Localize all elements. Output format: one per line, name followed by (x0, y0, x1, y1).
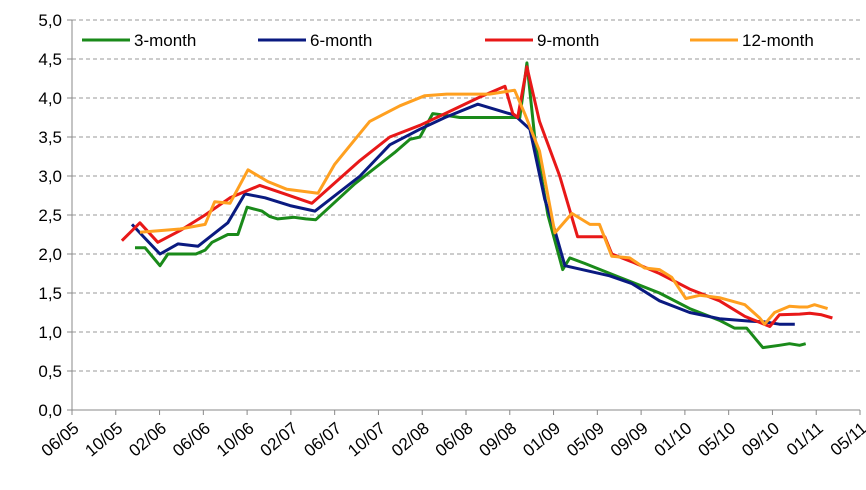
legend-label: 6-month (310, 31, 372, 50)
legend-label: 3-month (134, 31, 196, 50)
y-tick-label: 5,0 (38, 11, 62, 30)
y-tick-label: 3,0 (38, 167, 62, 186)
y-tick-label: 1,5 (38, 284, 62, 303)
series-line (130, 102, 795, 326)
series-line (139, 88, 829, 326)
x-tick-label: 06/05 (38, 419, 83, 461)
legend-label: 9-month (537, 31, 599, 50)
series-line (135, 61, 807, 350)
y-tick-label: 4,0 (38, 89, 62, 108)
y-tick-label: 4,5 (38, 50, 62, 69)
x-tick-label: 02/06 (125, 419, 170, 461)
y-tick-label: 2,5 (38, 206, 62, 225)
x-tick-label: 05/11 (827, 419, 866, 460)
x-tick-label: 01/11 (783, 419, 827, 460)
x-tick-label: 01/09 (519, 419, 564, 461)
x-tick-label: 10/07 (344, 419, 389, 461)
x-tick-label: 09/08 (476, 419, 521, 461)
y-tick-label: 3,5 (38, 128, 62, 147)
x-tick-label: 02/08 (388, 419, 433, 461)
x-tick-label: 06/07 (300, 419, 345, 461)
x-tick-label: 09/09 (607, 419, 652, 461)
y-tick-label: 1,0 (38, 323, 62, 342)
x-tick-label: 06/08 (432, 419, 477, 461)
y-tick-label: 0,5 (38, 362, 62, 381)
x-tick-label: 05/09 (563, 419, 608, 461)
y-tick-label: 0,0 (38, 401, 62, 420)
x-tick-label: 01/10 (651, 419, 696, 461)
x-tick-label: 05/10 (694, 419, 739, 461)
series-line (120, 65, 833, 328)
x-tick-label: 10/06 (213, 419, 258, 461)
x-tick-label: 02/07 (257, 419, 302, 461)
legend-label: 12-month (742, 31, 814, 50)
x-tick-label: 09/10 (738, 419, 783, 461)
y-tick-label: 2,0 (38, 245, 62, 264)
x-tick-label: 06/06 (169, 419, 214, 461)
x-tick-label: 10/05 (82, 419, 127, 461)
